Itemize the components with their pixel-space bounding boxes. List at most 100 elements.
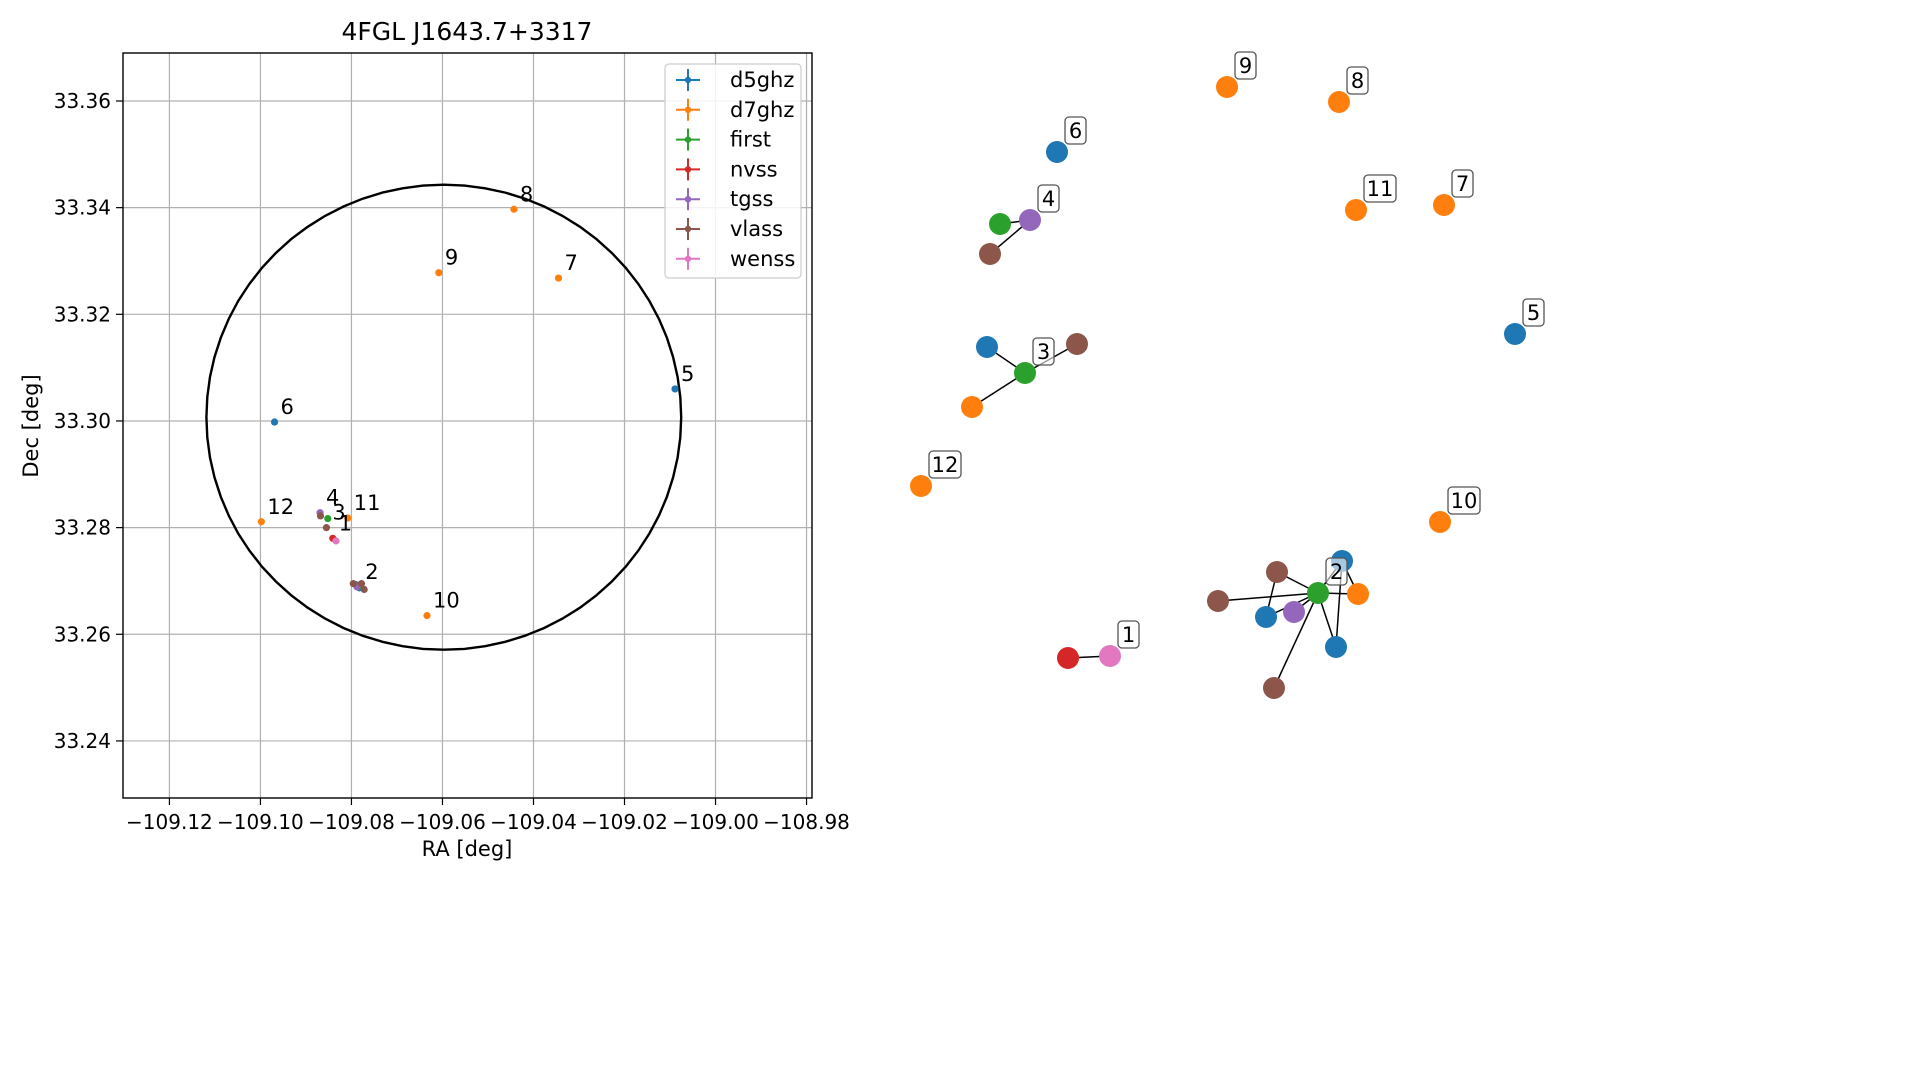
network-node-first (1307, 582, 1329, 604)
network-label-box (1522, 298, 1545, 327)
legend-item-d5ghz: d5ghz (676, 68, 794, 92)
scatter-panel: 4FGL J1643.7+3317 −109.12 −109.10 −109.08−… (19, 17, 850, 861)
point-d7ghz (435, 269, 443, 277)
point-wenss (332, 537, 340, 545)
point-d7ghz (423, 612, 431, 620)
legend-label: wenss (730, 247, 795, 271)
legend-label: d5ghz (730, 68, 794, 92)
network-node-d5ghz (1255, 606, 1277, 628)
point-first (324, 514, 332, 523)
y-tick-label: 33.26 (54, 622, 111, 646)
network-label-box (1346, 66, 1369, 95)
legend-label: first (730, 128, 771, 152)
point-d5ghz (671, 385, 679, 393)
y-tick-label: 33.32 (54, 302, 111, 326)
point-vlass (349, 580, 357, 588)
network-label-3: 3 (1032, 337, 1055, 366)
network-node-d7ghz (910, 475, 932, 497)
network-label-text: 3 (1037, 340, 1050, 364)
point-d7ghz (510, 205, 518, 213)
network-label-text: 11 (1367, 177, 1394, 201)
point-label: 3 (332, 501, 345, 525)
network-nodes (910, 76, 1526, 699)
plot-frame (122, 52, 813, 799)
network-label-text: 2 (1330, 560, 1343, 584)
legend-item-tgss: tgss (676, 187, 773, 211)
network-label-text: 5 (1527, 301, 1540, 325)
network-label-text: 9 (1239, 54, 1252, 78)
x-tick-label: −109.06 (399, 810, 486, 834)
legend-item-vlass: vlass (676, 217, 783, 241)
network-node-nvss (1057, 647, 1079, 669)
network-node-d7ghz (1345, 199, 1367, 221)
network-node-vlass (1066, 333, 1088, 355)
x-axis-label: RA [deg] (422, 837, 513, 861)
y-tick-label: 33.28 (54, 516, 111, 540)
point-vlass (322, 524, 331, 532)
point-label: 4 (326, 486, 339, 510)
x-tick-label: −109.12 (126, 810, 213, 834)
network-label-text: 1 (1122, 623, 1135, 647)
network-label-box (1325, 557, 1348, 586)
network-label-8: 8 (1346, 66, 1369, 95)
network-label-text: 4 (1042, 187, 1055, 211)
point-d5ghz (270, 418, 279, 426)
point-label: 9 (445, 246, 458, 270)
point-d7ghz (554, 274, 563, 282)
legend-label: vlass (730, 217, 783, 241)
point-d7ghz (257, 518, 265, 526)
point-label: 11 (354, 491, 381, 515)
network-label-box (1451, 169, 1474, 198)
network-label-box (928, 450, 962, 479)
point-vlass (316, 512, 325, 520)
y-tick-label: 33.34 (54, 196, 111, 220)
legend-marker-dot (684, 166, 692, 173)
network-label-box (1032, 337, 1055, 366)
network-node-d7ghz (1216, 76, 1238, 98)
point-label: 2 (365, 560, 378, 584)
network-label-text: 12 (932, 453, 959, 477)
network-label-10: 10 (1447, 486, 1481, 515)
legend-label: d7ghz (730, 98, 794, 122)
point-label: 5 (681, 362, 694, 386)
network-node-wenss (1099, 645, 1121, 667)
data-points (257, 205, 679, 620)
legend-item-d7ghz: d7ghz (676, 98, 794, 122)
network-label-text: 6 (1069, 119, 1082, 143)
network-node-d7ghz (1429, 511, 1451, 533)
x-axis-ticks: −109.12 −109.10 −109.08 −109.06 −109.04 −109.… (126, 798, 850, 834)
network-label-7: 7 (1451, 169, 1474, 198)
network-label-box (1447, 486, 1481, 515)
network-node-vlass (1266, 561, 1288, 583)
legend-label: tgss (730, 187, 773, 211)
network-label-box (1064, 116, 1087, 145)
search-radius-circle (205, 183, 683, 651)
network-node-d5ghz (1046, 141, 1068, 163)
point-label: 1 (339, 511, 352, 535)
y-axis-label: Dec [deg] (19, 374, 43, 477)
network-node-vlass (1263, 677, 1285, 699)
legend-item-nvss: nvss (676, 157, 778, 181)
network-label-box (1363, 174, 1397, 203)
point-vlass (357, 580, 366, 588)
legend-marker-dot (684, 225, 692, 233)
x-tick-label: −109.02 (581, 810, 668, 834)
network-label-box (1117, 620, 1140, 649)
legend-box (664, 63, 802, 279)
network-node-d5ghz (1325, 636, 1347, 658)
network-label-text: 7 (1456, 172, 1469, 196)
network-node-d7ghz (1433, 194, 1455, 216)
network-node-vlass (1207, 590, 1229, 612)
network-label-text: 8 (1351, 69, 1364, 93)
point-vlass (360, 585, 368, 594)
network-edge (1217, 592, 1319, 602)
y-tick-label: 33.24 (54, 729, 111, 753)
network-node-first (1014, 362, 1036, 384)
network-node-d7ghz (1347, 583, 1369, 605)
legend-marker-dot (684, 106, 692, 114)
x-tick-label: −109.04 (490, 810, 577, 834)
x-tick-label: −109.00 (672, 810, 759, 834)
